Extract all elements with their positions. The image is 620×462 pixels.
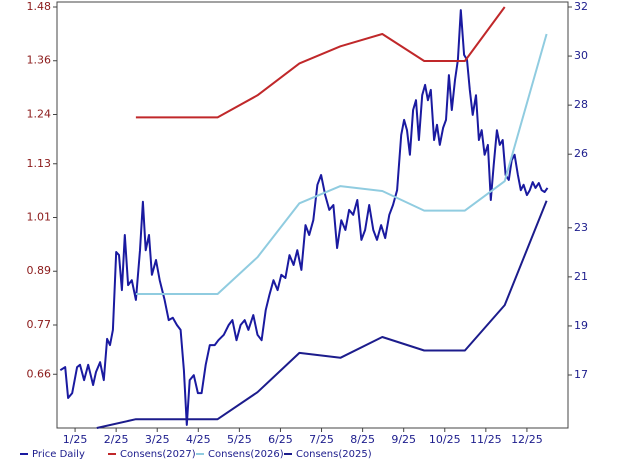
y2-tick-label: 19	[574, 319, 588, 332]
x-tick-label: 11/25	[470, 433, 502, 446]
series-line	[96, 200, 548, 429]
legend-label: Consens(2025)	[296, 449, 372, 460]
x-tick-label: 6/25	[268, 433, 293, 446]
x-tick-label: 8/25	[350, 433, 375, 446]
legend-label: Consens(2026)	[208, 449, 284, 460]
y-tick-label: 1.01	[27, 211, 52, 224]
y2-tick-label: 23	[574, 221, 588, 234]
x-tick-label: 3/25	[145, 433, 170, 446]
y-tick-label: 1.36	[27, 54, 52, 67]
y-tick-label: 0.66	[27, 367, 52, 380]
x-tick-label: 7/25	[309, 433, 334, 446]
x-tick-label: 1/25	[63, 433, 88, 446]
y2-tick-label: 26	[574, 147, 588, 160]
x-tick-label: 5/25	[227, 433, 252, 446]
x-tick-label: 4/25	[186, 433, 211, 446]
y2-tick-label: 30	[574, 49, 588, 62]
y2-tick-label: 32	[574, 0, 588, 13]
y-tick-label: 1.13	[27, 157, 52, 170]
series-line	[135, 6, 506, 119]
y2-tick-label: 17	[574, 368, 588, 381]
series-line	[59, 9, 549, 426]
y-tick-label: 1.48	[27, 0, 52, 13]
y-tick-label: 0.89	[27, 264, 52, 277]
legend-label: Consens(2027)	[120, 449, 196, 460]
x-tick-label: 12/25	[511, 433, 543, 446]
legend-label: Price Daily	[32, 449, 85, 460]
x-tick-label: 2/25	[104, 433, 129, 446]
plot-frame	[56, 1, 569, 429]
y-tick-label: 0.77	[27, 318, 52, 331]
x-tick-label: 9/25	[391, 433, 416, 446]
y-tick-label: 1.24	[27, 107, 52, 120]
x-tick-label: 10/25	[429, 433, 461, 446]
y2-tick-label: 28	[574, 98, 588, 111]
y2-tick-label: 21	[574, 270, 588, 283]
series-line	[135, 33, 548, 295]
